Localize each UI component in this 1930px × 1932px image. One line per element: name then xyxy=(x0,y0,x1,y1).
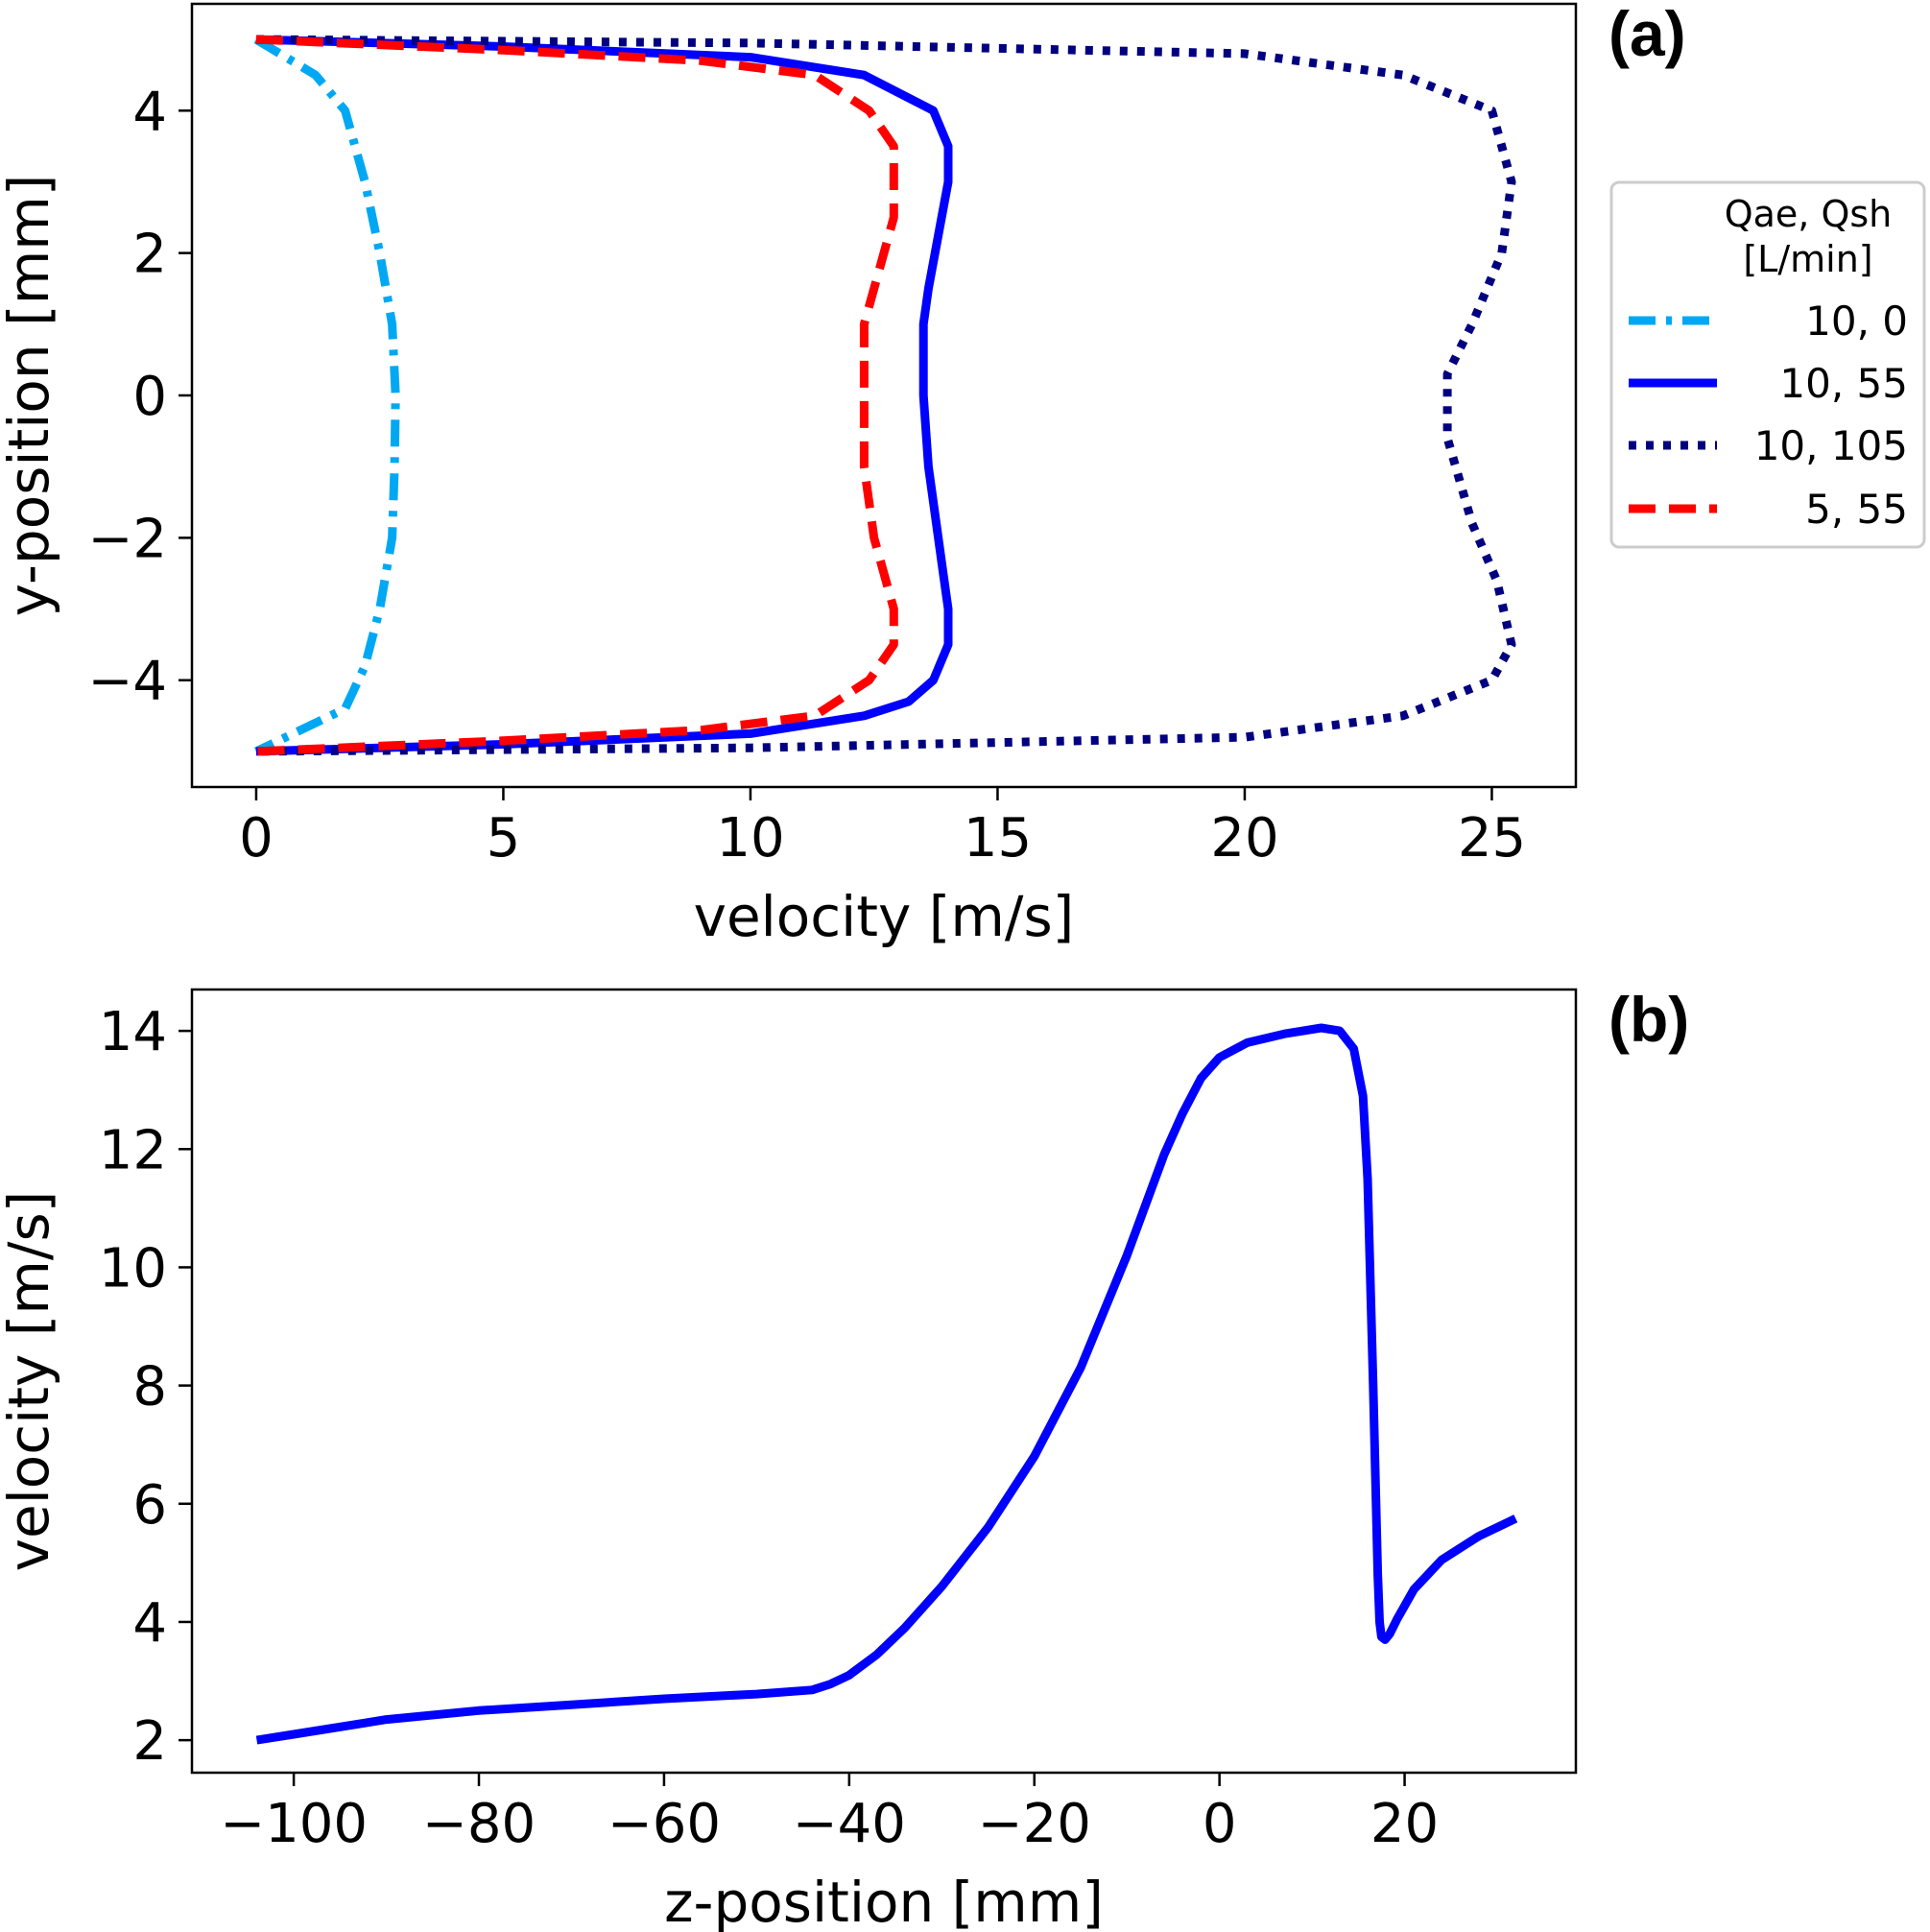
panel-a-series-line-5-55 xyxy=(255,35,898,756)
panel-b-axes-frame xyxy=(190,988,1578,1775)
legend-entry-label: 5, 55 xyxy=(1805,486,1908,533)
panel-b: −100 −80 −60 −40 −20 0 20 2 4 6 8 10 12 14 z-positio… xyxy=(0,984,1689,1932)
panel-a-y-tick-label: −4 xyxy=(87,651,167,713)
panel-b-y-ticks: 2 4 6 8 10 12 14 xyxy=(99,1001,192,1773)
panel-a: 0 5 10 15 20 25 −4 −2 0 2 4 velocity [m/s] y-posi… xyxy=(0,0,1926,949)
panel-b-x-tick-label: −80 xyxy=(422,1793,536,1855)
panel-a-series-line-10-55 xyxy=(255,35,953,756)
panel-a-series-line-10-105 xyxy=(255,35,1516,756)
legend-entry-label: 10, 105 xyxy=(1754,422,1908,469)
panel-a-x-tick-label: 0 xyxy=(239,807,274,870)
panel-b-y-tick-label: 2 xyxy=(132,1710,167,1773)
panel-a-x-axis-label: velocity [m/s] xyxy=(694,884,1075,949)
panel-a-y-axis-label: y-position [mm] xyxy=(0,175,61,617)
panel-b-y-axis-label: velocity [m/s] xyxy=(0,1191,61,1572)
panel-b-y-tick-label: 14 xyxy=(99,1001,167,1063)
panel-a-x-tick-label: 15 xyxy=(964,807,1032,870)
panel-b-y-tick-label: 6 xyxy=(132,1474,167,1537)
panel-a-y-tick-label: 0 xyxy=(132,366,167,428)
panel-b-x-tick-label: −60 xyxy=(608,1793,721,1855)
legend-entry-label: 10, 0 xyxy=(1805,298,1908,345)
legend-entry-label: 10, 55 xyxy=(1779,360,1908,407)
legend-title-line-1: Qae, Qsh xyxy=(1725,193,1893,235)
legend: Qae, Qsh [L/min] 10, 0 10, 55 10, 105 5, 55 xyxy=(1609,180,1926,549)
panel-a-axes-frame xyxy=(190,2,1578,789)
panel-b-series-line-0 xyxy=(255,1023,1518,1745)
legend-frame xyxy=(1609,180,1926,549)
panel-a-y-ticks: −4 −2 0 2 4 xyxy=(87,81,192,713)
panel-a-plot-area xyxy=(253,35,1516,756)
panel-a-series-line-10-0 xyxy=(253,36,400,755)
panel-a-label: (a) xyxy=(1608,0,1686,69)
legend-title-line-2: [L/min] xyxy=(1743,238,1872,280)
panel-a-x-tick-label: 25 xyxy=(1458,807,1526,870)
panel-b-plot-area xyxy=(255,1023,1518,1745)
panel-a-x-tick-label: 5 xyxy=(487,807,521,870)
panel-a-y-tick-label: −2 xyxy=(87,508,167,570)
panel-b-y-tick-label: 12 xyxy=(99,1119,167,1181)
panel-a-y-tick-label: 4 xyxy=(132,81,167,143)
panel-b-x-tick-label: 0 xyxy=(1203,1793,1237,1855)
panel-a-y-tick-label: 2 xyxy=(132,224,167,286)
panel-b-x-axis-label: z-position [mm] xyxy=(664,1870,1104,1932)
panel-b-y-tick-label: 8 xyxy=(132,1356,167,1419)
panel-b-y-tick-label: 4 xyxy=(132,1592,167,1655)
panel-b-label: (b) xyxy=(1608,984,1689,1055)
panel-b-x-ticks: −100 −80 −60 −40 −20 0 20 xyxy=(220,1773,1439,1855)
legend-items: 10, 0 10, 55 10, 105 5, 55 xyxy=(1629,298,1908,533)
panel-a-x-tick-label: 20 xyxy=(1210,807,1278,870)
panel-b-x-tick-label: 20 xyxy=(1370,1793,1439,1855)
panel-b-x-tick-label: −20 xyxy=(978,1793,1091,1855)
panel-b-x-tick-label: −100 xyxy=(220,1793,368,1855)
panel-b-y-tick-label: 10 xyxy=(99,1237,167,1300)
panel-b-x-tick-label: −40 xyxy=(793,1793,906,1855)
panel-a-x-tick-label: 10 xyxy=(716,807,784,870)
panel-a-x-ticks: 0 5 10 15 20 25 xyxy=(239,787,1526,870)
